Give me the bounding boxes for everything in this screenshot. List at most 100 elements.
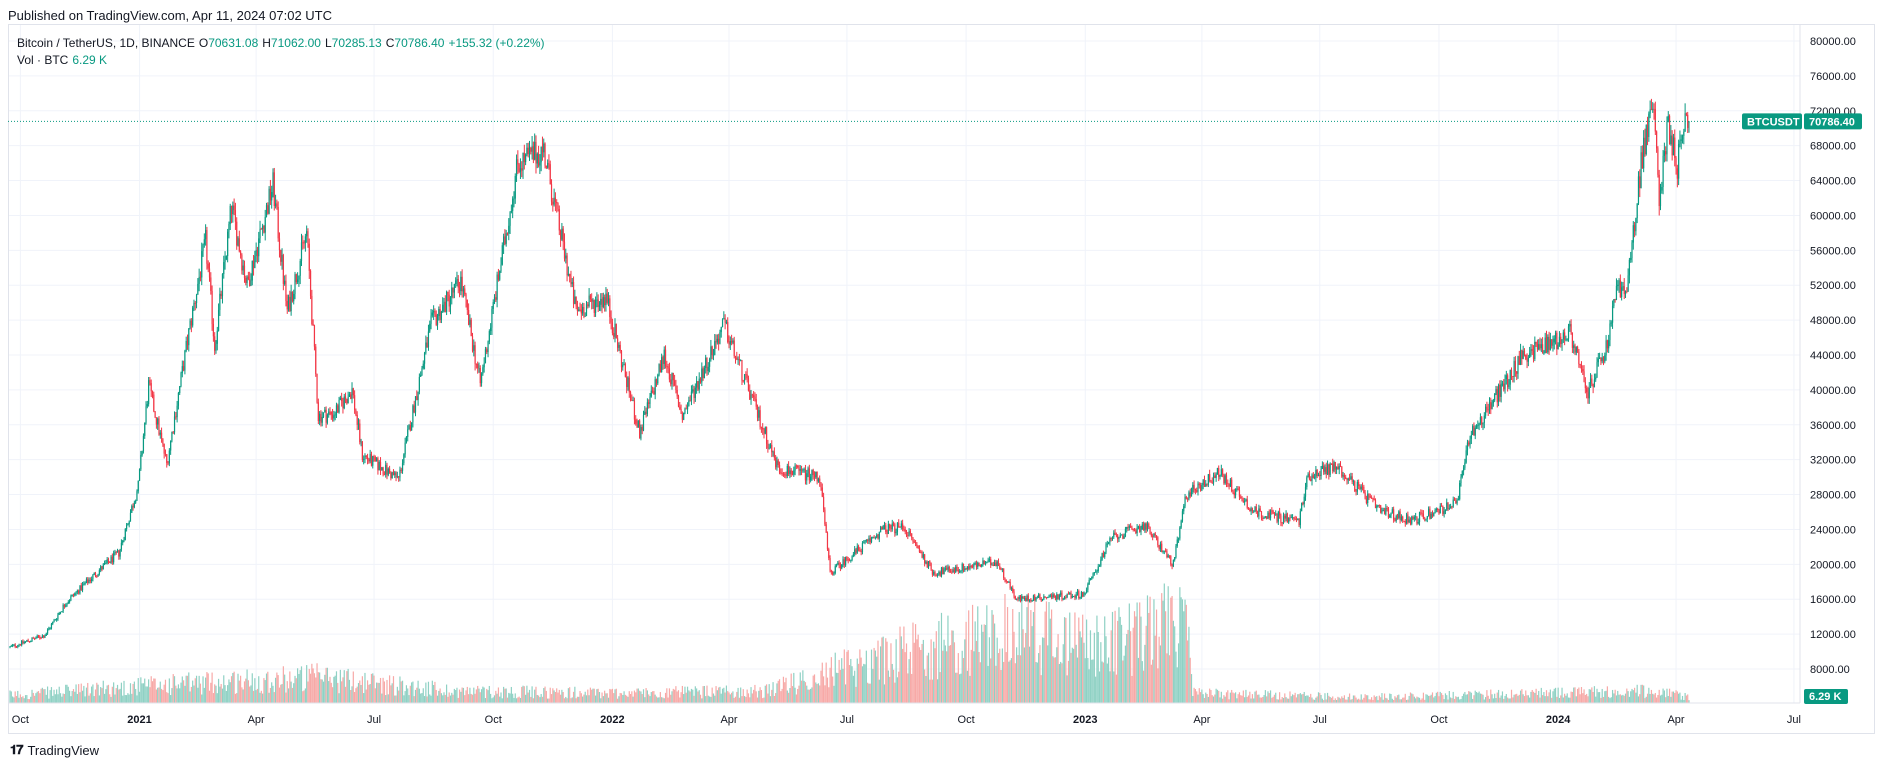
candle-body [466,299,468,311]
volume-badge-label: 6.29 K [1809,691,1841,703]
candle-body [1539,344,1541,349]
candle-body [392,472,395,476]
volume-bar [264,680,266,703]
volume-bar [1380,697,1382,703]
volume-bar [1382,699,1384,703]
candle-body [1113,532,1115,537]
candle-body [342,401,344,409]
volume-bar [1207,696,1209,703]
volume-bar [1268,693,1270,703]
candle-body [1442,506,1444,514]
volume-bar [1466,694,1469,703]
volume-bar [326,667,329,703]
candle-body [1663,151,1665,156]
volume-bar [1662,688,1664,703]
candle-body [622,364,624,368]
candle-body [681,413,683,420]
volume-bar [1098,671,1101,703]
volume-bar [852,675,854,703]
footer-branding[interactable]: 𝟏𝟕 TradingView [10,742,99,758]
volume-bar [313,673,316,703]
candle-body [94,572,97,576]
candle-body [26,640,28,642]
candle-body [611,322,614,333]
volume-bar [1218,690,1220,703]
volume-bar [812,675,814,703]
candle-body [256,249,259,257]
candle-body [856,546,858,553]
volume-bar [1310,693,1312,703]
volume-bar [1231,689,1233,703]
volume-bar [784,682,786,703]
volume-bar [613,693,615,703]
candle-body [683,412,685,420]
volume-bar [27,699,29,703]
candlestick-chart[interactable]: 80000.0076000.0072000.0068000.0064000.00… [0,0,1882,740]
volume-bar [128,694,130,703]
volume-bar [356,686,358,703]
volume-bar [1253,698,1255,703]
volume-bar [1106,663,1108,703]
volume-bar [1539,697,1541,703]
volume-bar [451,692,453,703]
candle-body [1516,371,1518,374]
candle-body [1433,513,1435,516]
candle-body [1282,515,1285,523]
volume-bar [254,678,256,703]
volume-bar [1193,687,1195,703]
candle-body [110,556,112,563]
volume-bar [274,677,277,703]
candle-body [1459,483,1461,500]
volume-bar [272,685,274,703]
volume-bar [981,624,983,703]
volume-bar [567,688,569,703]
candle-body [1127,527,1129,528]
volume-bar [9,690,11,703]
candle-body [480,373,483,384]
volume-bar [810,688,812,703]
volume-bar [751,693,753,703]
volume-bar [741,696,743,703]
candle-body [1145,523,1147,530]
candle-body [1435,508,1437,511]
candle-body [1157,537,1159,546]
volume-bar [85,687,88,703]
candle-body [1053,594,1055,597]
candle-body [307,231,309,244]
candle-body [1100,559,1102,566]
candle-body [969,566,971,569]
volume-bar [372,673,374,703]
candle-body [791,474,794,476]
volume-bar [819,685,821,703]
candle-body [81,584,84,591]
candle-body [92,574,94,580]
volume-bar [19,694,21,703]
candle-body [810,476,812,481]
candle-body [750,394,752,400]
volume-bar [696,688,698,703]
candle-body [1596,362,1598,378]
volume-bar [202,676,204,703]
candle-body [341,397,343,402]
candle-body [366,457,369,460]
volume-bar [657,697,659,703]
volume-bar [635,692,637,703]
volume-bar [1465,694,1467,703]
volume-bar [321,679,323,703]
volume-bar [1469,691,1471,703]
candle-body [15,646,18,648]
volume-bar [308,668,310,703]
price-tick-label: 60000.00 [1810,210,1856,222]
candle-body [137,480,139,492]
candle-body [800,469,803,471]
candle-body [118,550,120,557]
candle-body [832,571,834,575]
candle-body [1153,533,1155,537]
price-tick-label: 48000.00 [1810,315,1856,327]
volume-bar [416,687,418,703]
candle-body [571,282,573,285]
volume-bar [229,682,231,703]
candle-body [1241,497,1243,502]
candle-body [1229,479,1231,487]
candle-body [911,533,913,538]
